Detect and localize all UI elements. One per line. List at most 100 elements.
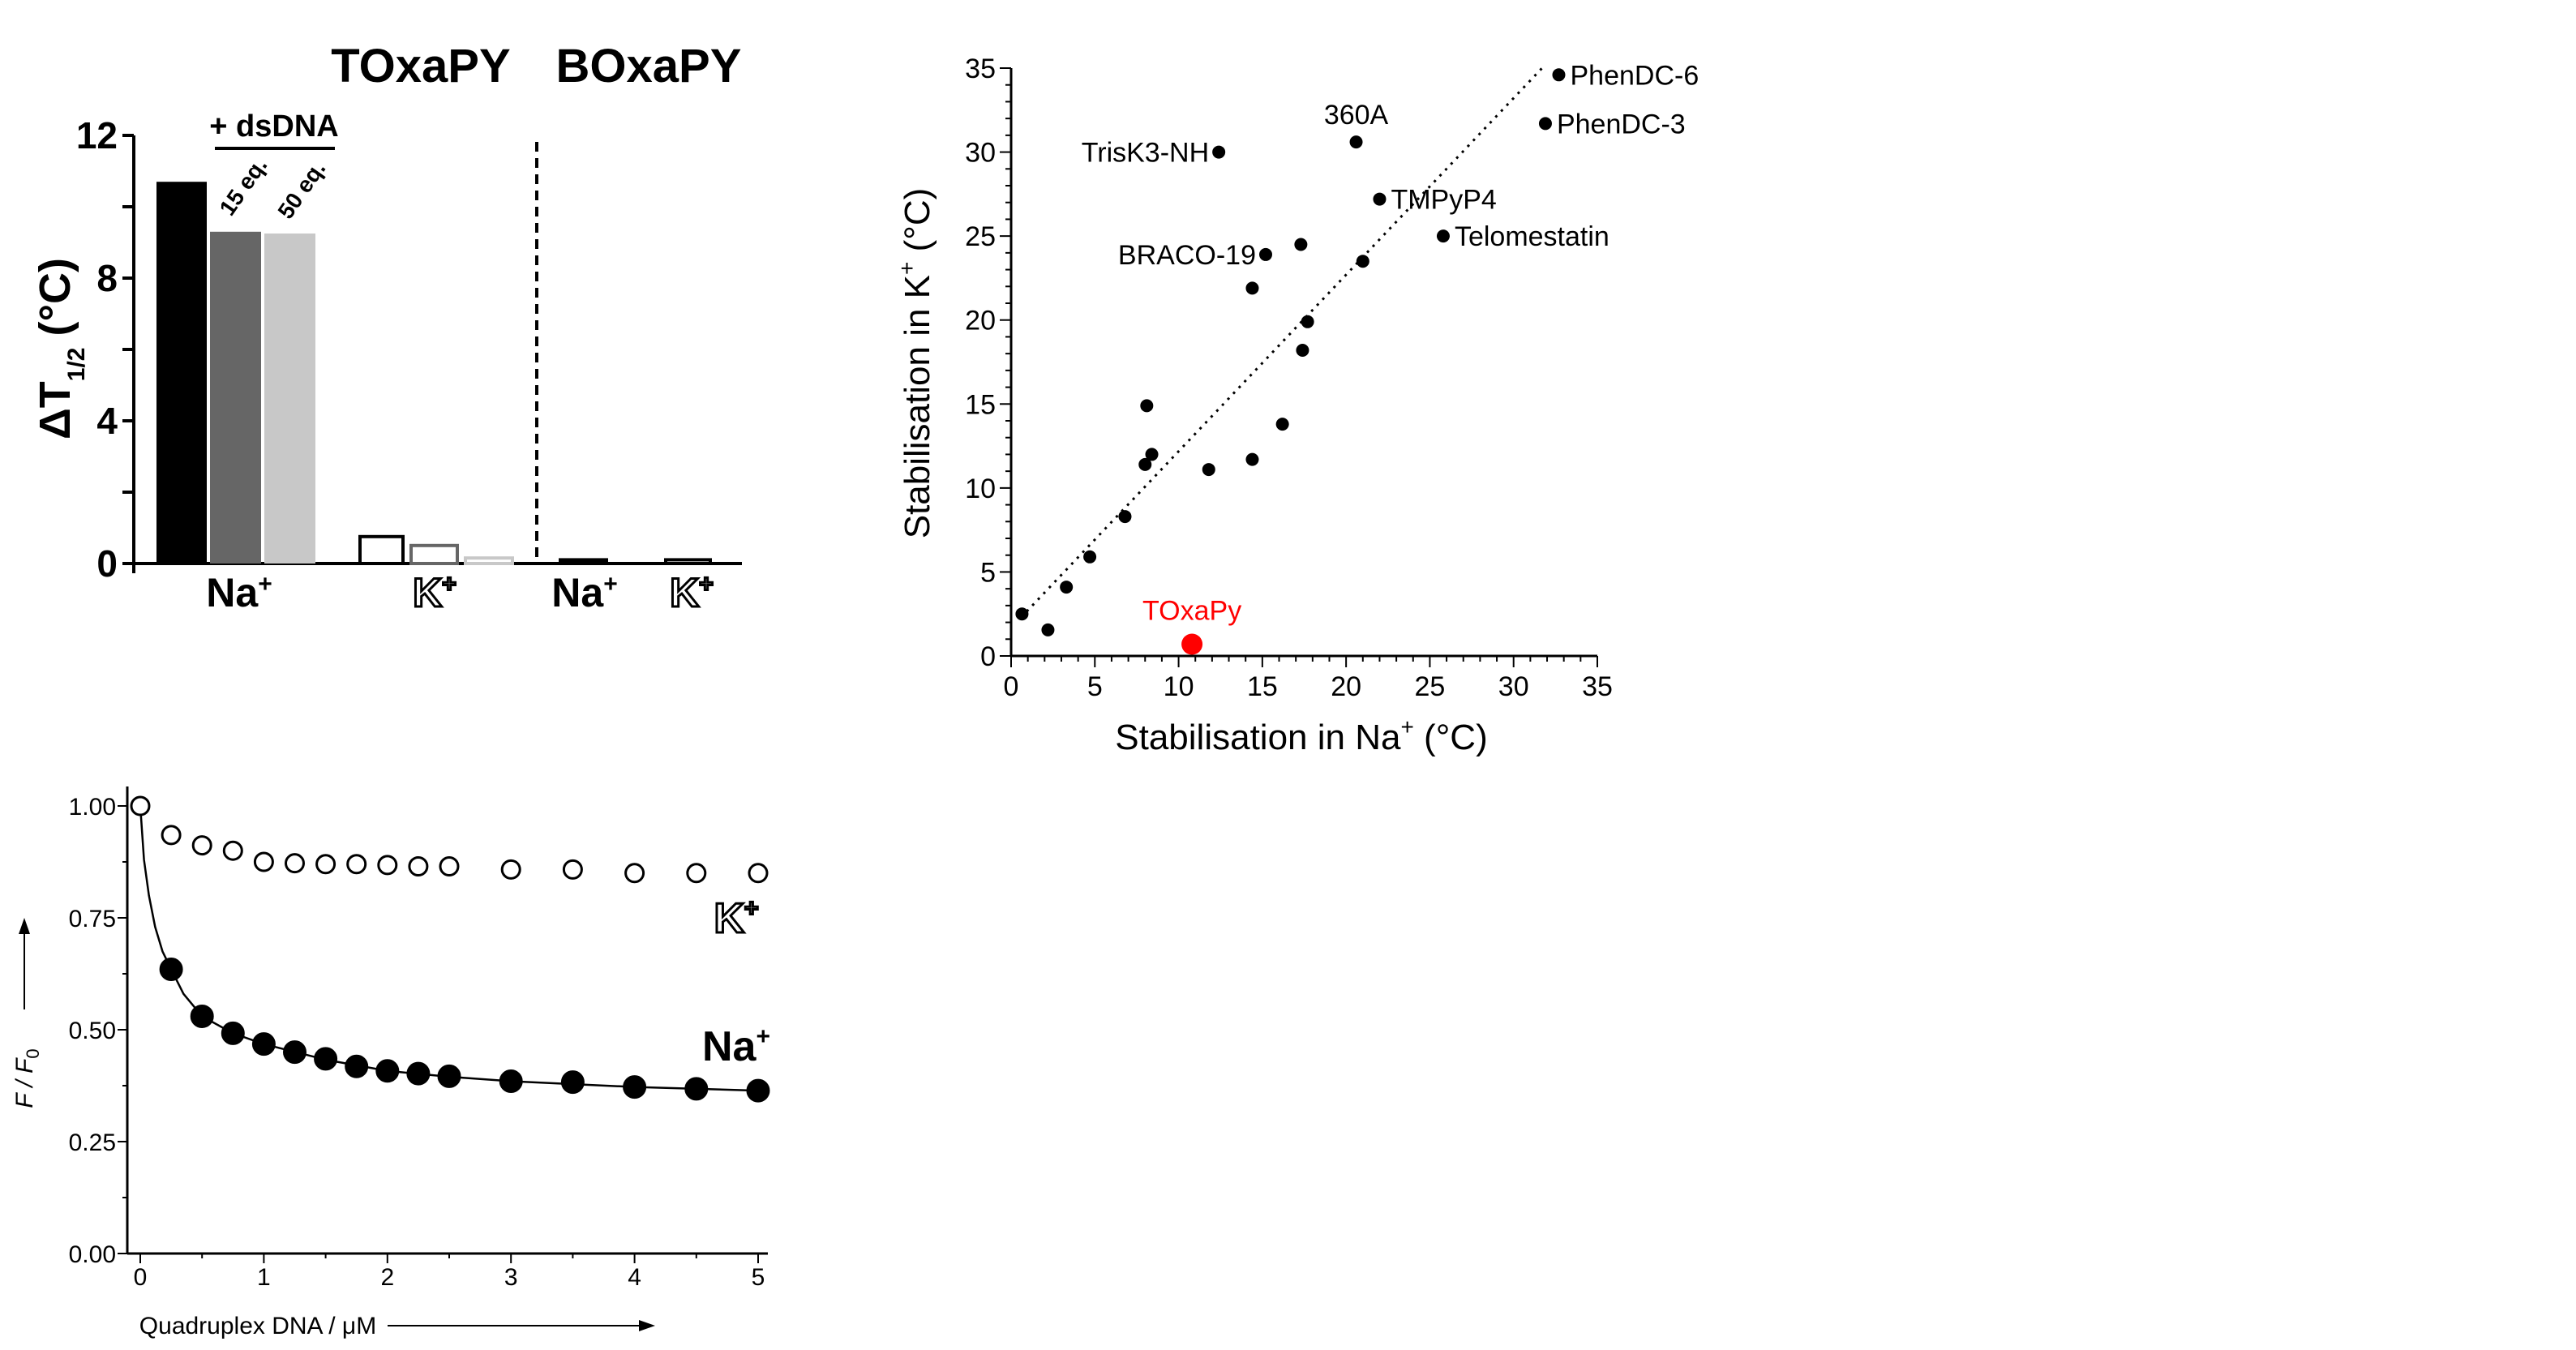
series-label-base: Na — [702, 1023, 757, 1070]
x-tick-label: 5 — [752, 1264, 765, 1291]
x-tick-label: 0 — [1004, 671, 1019, 702]
open-marker — [346, 854, 367, 875]
x-tick-label: 2 — [380, 1264, 394, 1291]
open-marker — [315, 854, 336, 875]
open-marker — [377, 855, 398, 876]
x-tick-label: 35 — [1582, 671, 1613, 702]
x-axis-title-main: Stabilisation in Na — [1115, 718, 1401, 757]
category-label-sup: + — [258, 571, 272, 598]
data-point — [1552, 68, 1566, 82]
series-label-sup: + — [744, 895, 759, 922]
x-axis-title: Quadruplex DNA / μM — [139, 1313, 376, 1339]
bar — [664, 558, 712, 566]
y-tick-label: 20 — [965, 306, 996, 336]
x-tick-label: 15 — [1247, 671, 1278, 702]
data-point — [1138, 457, 1152, 471]
data-point — [1294, 238, 1308, 251]
bar-chart-melting: 0 4 8 12 TOxaPY BOxaPY + dsDNA 15 eq. 50 eq. ΔT1/… — [31, 40, 742, 617]
open-marker — [686, 863, 707, 884]
highlight-point — [1181, 633, 1203, 655]
filled-marker — [283, 1040, 306, 1065]
y-axis-title-sup: + — [894, 262, 919, 275]
group-title: TOxaPY — [331, 40, 510, 92]
data-point — [1015, 607, 1029, 621]
filled-marker — [314, 1047, 338, 1071]
fluorescence-titration-chart: 0.000.250.500.751.000 1 2 3 4 5K+Na+Quadruple… — [11, 786, 770, 1339]
data-point — [1202, 463, 1215, 477]
open-marker — [285, 853, 305, 874]
data-point — [1245, 452, 1259, 466]
filled-marker — [221, 1021, 245, 1045]
filled-marker — [746, 1078, 770, 1103]
y-tick-label: 0.25 — [69, 1129, 116, 1156]
data-point — [1356, 255, 1369, 268]
bar — [464, 556, 514, 566]
point-label: Telomestatin — [1455, 221, 1609, 252]
y-axis-title-main: ΔT — [31, 381, 79, 439]
open-marker — [408, 856, 429, 877]
data-point — [1245, 281, 1259, 295]
y-axis-title-main: F / F — [11, 1057, 38, 1108]
open-marker — [748, 863, 769, 884]
filled-marker — [159, 957, 183, 981]
point-label: TrisK3-NH — [1082, 138, 1209, 169]
y-tick-label: 35 — [965, 54, 996, 84]
data-point — [1140, 399, 1154, 413]
bar — [559, 558, 608, 564]
x-tick-label: 1 — [257, 1264, 271, 1291]
y-axis-title-unit: (°C) — [31, 258, 79, 336]
y-axis-title-sub: 0 — [23, 1048, 43, 1058]
x-axis-title-unit: (°C) — [1414, 718, 1488, 757]
bar — [409, 543, 459, 565]
y-tick-label: 1.00 — [69, 794, 116, 821]
y-axis-title: ΔT1/2 (°C) — [31, 258, 90, 439]
y-axis-title-main: Stabilisation in K — [898, 275, 937, 538]
category-label: K+ — [413, 570, 456, 615]
x-tick-label: 25 — [1415, 671, 1446, 702]
data-point — [1349, 135, 1363, 149]
bar-label: 50 eq. — [273, 156, 331, 224]
bar — [210, 231, 261, 564]
open-marker — [624, 863, 645, 884]
x-axis-title-sup: + — [1400, 714, 1413, 739]
y-tick-label: 25 — [965, 221, 996, 252]
data-point — [1296, 344, 1309, 357]
y-axis-title-sub: 1/2 — [63, 348, 90, 382]
data-point — [1436, 229, 1450, 243]
y-tick-label: 8 — [96, 257, 118, 299]
x-tick-label: 20 — [1331, 671, 1361, 702]
category-label: K+ — [670, 570, 714, 615]
filled-marker — [406, 1061, 431, 1086]
data-point — [1118, 510, 1132, 524]
y-tick-label: 5 — [980, 557, 996, 588]
filled-marker — [190, 1004, 214, 1028]
point-label: 360A — [1324, 100, 1389, 131]
category-label-base: K — [670, 570, 699, 615]
category-label-base: Na — [551, 570, 604, 615]
open-marker — [161, 825, 182, 846]
open-marker — [562, 859, 583, 880]
filled-marker — [345, 1054, 369, 1078]
series-label-base: K — [714, 895, 744, 942]
y-axis-title-unit: (°C) — [898, 188, 937, 262]
y-tick-label: 10 — [965, 474, 996, 504]
y-tick-label: 30 — [965, 138, 996, 169]
y-tick-label: 0.75 — [69, 906, 116, 932]
dsdna-annotation: + dsDNA — [209, 109, 338, 144]
point-label: PhenDC-3 — [1557, 109, 1686, 139]
y-tick-label: 4 — [96, 400, 118, 442]
bar-label: 15 eq. — [215, 153, 272, 221]
category-label-sup: + — [442, 571, 456, 598]
data-point — [1212, 145, 1226, 159]
x-tick-label: 5 — [1087, 671, 1103, 702]
x-tick-label: 10 — [1164, 671, 1194, 702]
data-point — [1373, 192, 1387, 206]
open-marker — [191, 835, 212, 856]
filled-marker — [375, 1059, 400, 1083]
series-label-k: K+ — [714, 895, 758, 942]
series-label-sup: + — [756, 1023, 770, 1050]
filled-marker — [499, 1069, 523, 1093]
y-tick-label: 0 — [980, 641, 996, 672]
data-point — [1301, 315, 1314, 328]
